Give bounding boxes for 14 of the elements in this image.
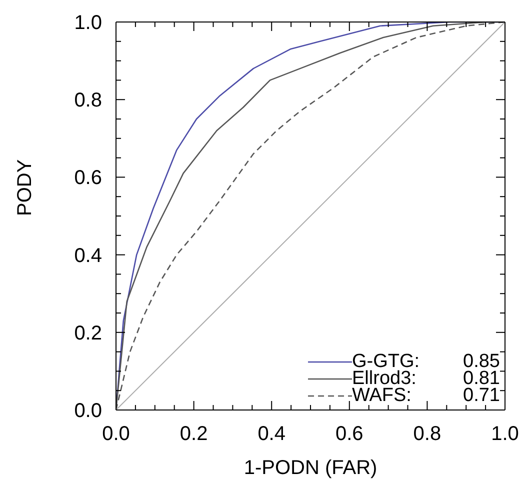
y-tick-label: 0.2 bbox=[74, 322, 102, 344]
x-tick-label: 0.2 bbox=[180, 423, 208, 445]
x-tick-label: 0.4 bbox=[258, 423, 286, 445]
x-tick-label: 1.0 bbox=[491, 423, 519, 445]
y-tick-label: 0.8 bbox=[74, 90, 102, 112]
y-axis-title: PODY bbox=[14, 159, 36, 216]
x-tick-label: 0.0 bbox=[102, 423, 130, 445]
y-tick-label: 1.0 bbox=[74, 12, 102, 34]
y-tick-label: 0.4 bbox=[74, 244, 102, 267]
x-tick-label: 0.6 bbox=[335, 423, 364, 445]
x-axis-title: 1-PODN (FAR) bbox=[244, 457, 378, 479]
y-tick-label: 0.6 bbox=[74, 167, 102, 190]
y-tick-label: 0.0 bbox=[74, 400, 102, 422]
x-tick-label: 0.8 bbox=[413, 423, 442, 445]
